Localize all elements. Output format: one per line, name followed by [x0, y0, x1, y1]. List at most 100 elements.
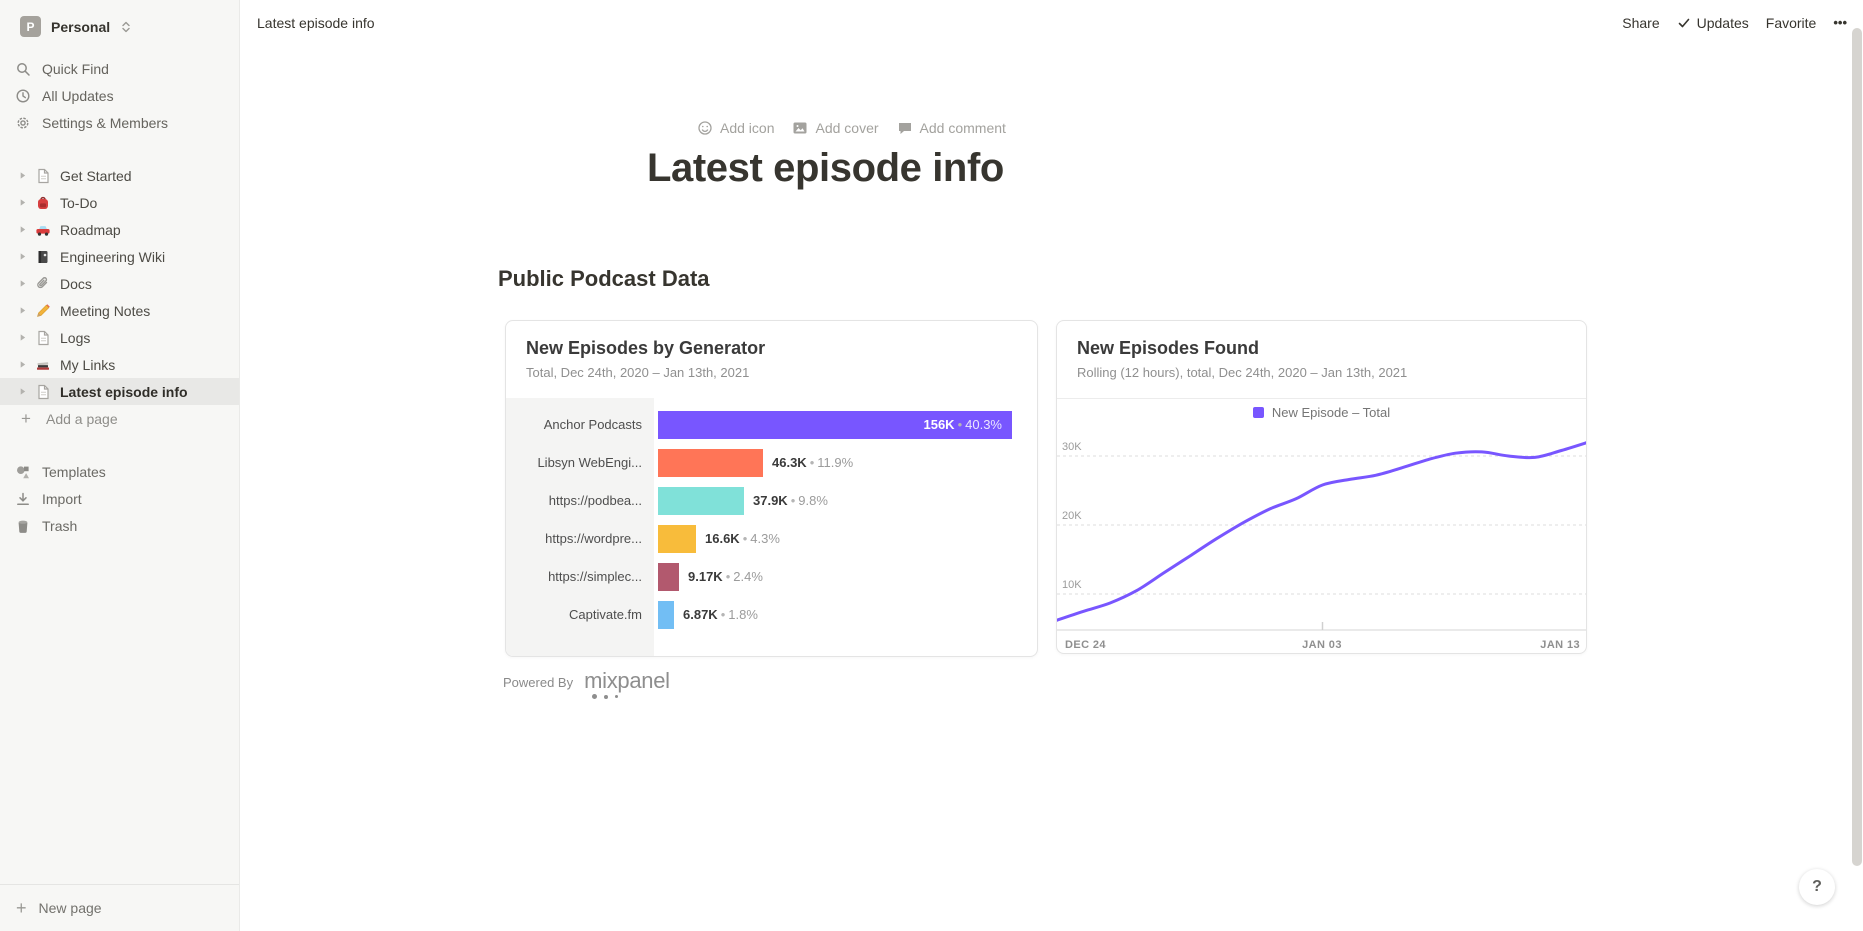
- add-cover-button[interactable]: Add cover: [792, 120, 879, 136]
- sidebar-item-docs[interactable]: Docs: [0, 270, 239, 297]
- help-button[interactable]: ?: [1799, 869, 1835, 905]
- clock-icon: [14, 88, 32, 104]
- topbar-actions: Share Updates Favorite •••: [1622, 15, 1847, 31]
- paperclip-icon: [34, 276, 52, 292]
- page-title[interactable]: Latest episode info: [647, 146, 1004, 190]
- sidebar-item-quick-find[interactable]: Quick Find: [0, 55, 239, 82]
- sidebar-item-all-updates[interactable]: All Updates: [0, 82, 239, 109]
- line-chart-card[interactable]: New Episodes Found Rolling (12 hours), t…: [1056, 320, 1587, 654]
- bar-captivate-fm: [658, 601, 674, 629]
- sidebar-item-settings-members[interactable]: Settings & Members: [0, 109, 239, 136]
- expand-toggle-icon[interactable]: [12, 225, 32, 234]
- more-options-icon[interactable]: •••: [1833, 15, 1847, 30]
- title-block: Add icon Add cover Add comment Latest ep…: [647, 120, 1006, 191]
- bar-chart-label-column: [506, 398, 654, 656]
- sidebar-item-logs[interactable]: Logs: [0, 324, 239, 351]
- mixpanel-logo[interactable]: mixpanel: [584, 668, 670, 699]
- trash-icon: [14, 518, 32, 534]
- sidebar-item-meeting-notes[interactable]: Meeting Notes: [0, 297, 239, 324]
- bar-category-label: https://simplec...: [548, 569, 642, 584]
- sidebar-item-trash[interactable]: Trash: [0, 512, 239, 539]
- bar-chart-header: New Episodes by Generator Total, Dec 24t…: [506, 321, 1037, 380]
- page-icon: [34, 168, 52, 184]
- workspace-switcher[interactable]: P Personal: [14, 12, 231, 41]
- comment-icon: [898, 123, 911, 134]
- page-controls: Add icon Add cover Add comment: [697, 120, 1006, 136]
- check-icon: [1678, 18, 1689, 27]
- sidebar-item-latest-episode-info[interactable]: Latest episode info: [0, 378, 239, 405]
- page-label: Roadmap: [60, 221, 121, 238]
- expand-toggle-icon[interactable]: [12, 333, 32, 342]
- chart-legend[interactable]: New Episode – Total: [1057, 405, 1586, 420]
- plus-icon: +: [16, 897, 27, 918]
- sidebar-item-to-do[interactable]: To-Do: [0, 189, 239, 216]
- expand-toggle-icon[interactable]: [12, 387, 32, 396]
- sidebar-item-templates[interactable]: Templates: [0, 458, 239, 485]
- line-chart-title: New Episodes Found: [1077, 338, 1260, 358]
- expand-toggle-icon[interactable]: [12, 360, 32, 369]
- updates-label: Updates: [1696, 14, 1749, 31]
- bar-category-label: https://podbea...: [548, 493, 642, 508]
- sidebar-item-get-started[interactable]: Get Started: [0, 162, 239, 189]
- expand-toggle-icon[interactable]: [12, 198, 32, 207]
- updates-button[interactable]: Updates: [1677, 15, 1749, 31]
- bar-value-label: 16.6K • 4.3%: [705, 531, 780, 546]
- svg-text:JAN 13: JAN 13: [1540, 639, 1580, 651]
- favorite-button[interactable]: Favorite: [1765, 14, 1817, 31]
- bar-value-label: 37.9K • 9.8%: [753, 493, 828, 508]
- page-icon: [34, 330, 52, 346]
- expand-toggle-icon[interactable]: [12, 306, 32, 315]
- add-comment-label: Add comment: [919, 120, 1006, 136]
- topbar: Latest episode info Share Updates Favori…: [240, 0, 1863, 45]
- bar-https-wordpre: [658, 525, 696, 553]
- search-icon: [14, 61, 32, 77]
- import-icon: [14, 491, 32, 507]
- vertical-scrollbar[interactable]: [1852, 28, 1862, 866]
- legend-label: New Episode – Total: [1271, 405, 1391, 420]
- sidebar-item-engineering-wiki[interactable]: Engineering Wiki: [0, 243, 239, 270]
- page-label: Docs: [60, 275, 92, 292]
- sidebar-item-import[interactable]: Import: [0, 485, 239, 512]
- breadcrumb[interactable]: Latest episode info: [257, 14, 375, 31]
- add-icon-button[interactable]: Add icon: [697, 120, 774, 136]
- powered-by: Powered By mixpanel: [503, 668, 670, 699]
- page-label: Engineering Wiki: [60, 248, 166, 265]
- legend-swatch: [1252, 407, 1264, 418]
- add-cover-label: Add cover: [815, 120, 879, 136]
- line-chart-subtitle: Rolling (12 hours), total, Dec 24th, 202…: [1077, 365, 1408, 380]
- pencil-icon: [34, 303, 52, 319]
- svg-text:30K: 30K: [1062, 441, 1082, 453]
- expand-toggle-icon[interactable]: [12, 252, 32, 261]
- sidebar-item-roadmap[interactable]: Roadmap: [0, 216, 239, 243]
- bar-value-label: 6.87K • 1.8%: [683, 607, 758, 622]
- expand-toggle-icon[interactable]: [12, 279, 32, 288]
- page-label: Latest episode info: [60, 383, 188, 400]
- expand-toggle-icon[interactable]: [12, 171, 32, 180]
- bar-https-simplec: [658, 563, 679, 591]
- bar-category-label: https://wordpre...: [545, 531, 642, 546]
- share-button[interactable]: Share: [1622, 14, 1660, 31]
- page-label: Logs: [60, 329, 91, 346]
- page-label: To-Do: [60, 194, 98, 211]
- workspace-name: Personal: [51, 18, 111, 35]
- page-label: Meeting Notes: [60, 302, 151, 319]
- section-heading[interactable]: Public Podcast Data: [498, 266, 710, 291]
- add-page-label: Add a page: [46, 410, 118, 427]
- menu-label: Import: [42, 490, 82, 507]
- backpack-icon: [34, 195, 52, 211]
- main-content: Latest episode info Share Updates Favori…: [240, 0, 1863, 931]
- bar-category-label: Anchor Podcasts: [543, 417, 642, 432]
- add-a-page-button[interactable]: + Add a page: [0, 405, 239, 432]
- svg-text:JAN 03: JAN 03: [1302, 639, 1342, 651]
- bar-value-label: 156K • 40.3%: [923, 417, 1002, 432]
- chevron-updown-icon: [122, 21, 130, 32]
- menu-label: Settings & Members: [42, 114, 169, 131]
- svg-text:20K: 20K: [1062, 510, 1082, 522]
- bar-chart-title: New Episodes by Generator: [526, 338, 766, 358]
- sidebar-item-my-links[interactable]: My Links: [0, 351, 239, 378]
- add-comment-button[interactable]: Add comment: [897, 120, 1006, 136]
- bar-chart-card[interactable]: New Episodes by Generator Total, Dec 24t…: [505, 320, 1038, 657]
- add-icon-label: Add icon: [720, 120, 775, 136]
- new-page-button[interactable]: + New page: [0, 884, 239, 931]
- bar-category-label: Captivate.fm: [569, 607, 642, 622]
